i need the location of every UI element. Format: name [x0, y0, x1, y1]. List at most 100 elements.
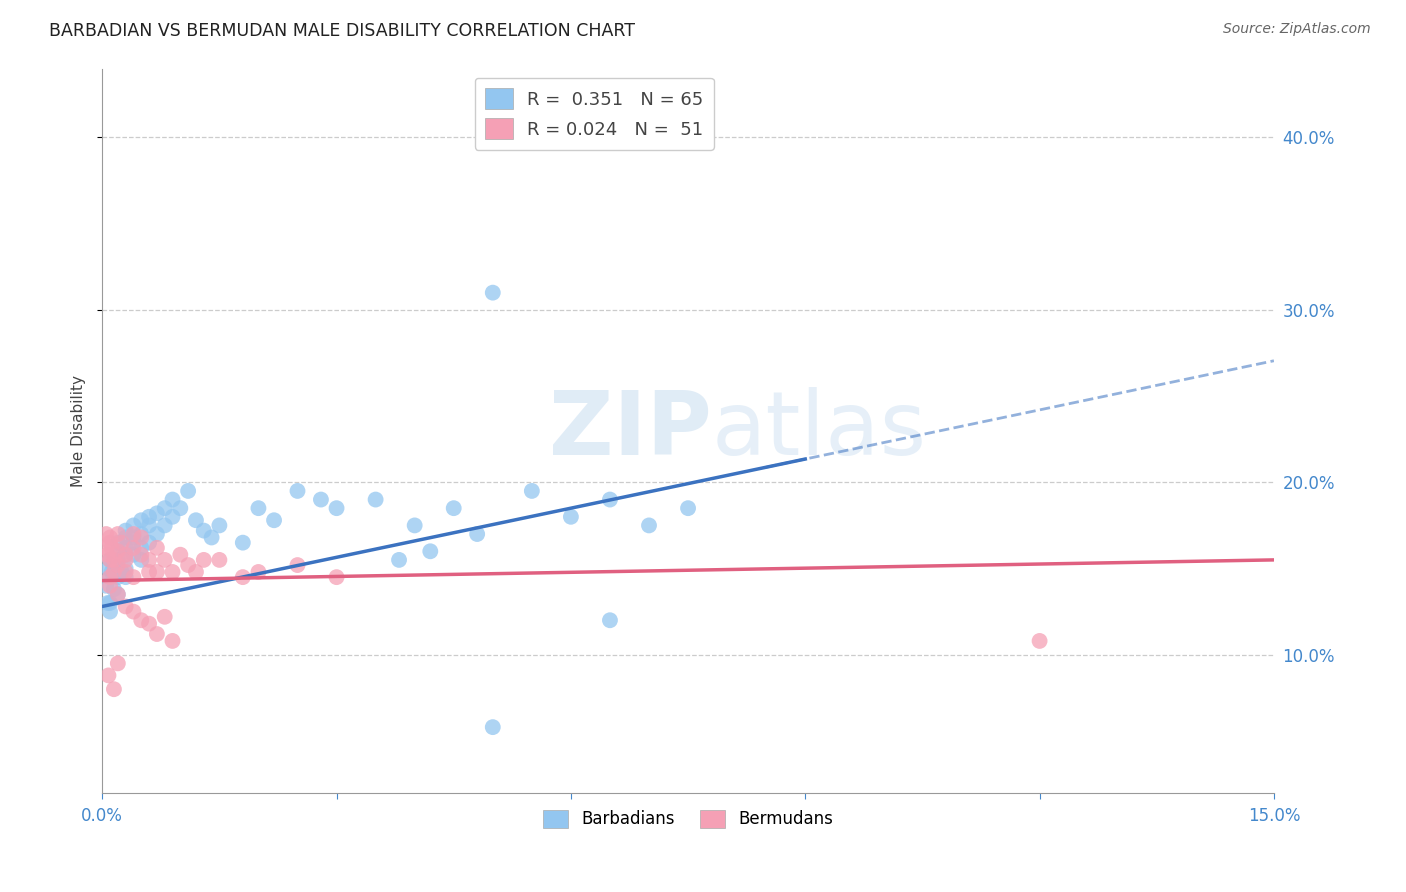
Point [146, 506, 169, 520]
Point [114, 553, 136, 567]
Point [481, 720, 503, 734]
Point [129, 527, 152, 541]
Point [404, 518, 426, 533]
Point [162, 565, 184, 579]
Point [153, 609, 176, 624]
Point [107, 527, 129, 541]
Point [97, 596, 120, 610]
Point [169, 501, 191, 516]
Text: atlas: atlas [711, 387, 927, 474]
Point [97, 668, 120, 682]
Point [129, 531, 152, 545]
Point [98, 535, 121, 549]
Point [138, 518, 160, 533]
Point [114, 570, 136, 584]
Point [103, 682, 125, 697]
Text: ZIP: ZIP [548, 387, 711, 474]
Point [100, 565, 122, 579]
Point [153, 518, 176, 533]
Point [122, 518, 145, 533]
Point [676, 501, 699, 516]
Point [114, 548, 136, 562]
Point [129, 553, 152, 567]
Point [100, 541, 122, 555]
Point [122, 570, 145, 584]
Point [325, 501, 347, 516]
Point [208, 518, 231, 533]
Point [153, 501, 176, 516]
Point [98, 570, 121, 584]
Point [325, 570, 347, 584]
Point [146, 527, 169, 541]
Point [287, 483, 309, 498]
Point [129, 548, 152, 562]
Point [94, 541, 117, 555]
Point [153, 553, 176, 567]
Point [560, 509, 582, 524]
Point [419, 544, 441, 558]
Point [129, 513, 152, 527]
Point [520, 483, 543, 498]
Point [114, 524, 136, 538]
Point [287, 558, 309, 572]
Point [200, 531, 222, 545]
Point [114, 565, 136, 579]
Point [146, 565, 169, 579]
Text: Source: ZipAtlas.com: Source: ZipAtlas.com [1223, 22, 1371, 37]
Y-axis label: Male Disability: Male Disability [72, 375, 86, 487]
Point [103, 553, 125, 567]
Point [107, 535, 129, 549]
Point [97, 548, 120, 562]
Point [193, 524, 215, 538]
Point [94, 579, 117, 593]
Point [122, 605, 145, 619]
Point [138, 616, 160, 631]
Point [94, 527, 117, 541]
Point [107, 587, 129, 601]
Point [114, 531, 136, 545]
Point [162, 509, 184, 524]
Point [247, 501, 270, 516]
Point [122, 527, 145, 541]
Point [98, 553, 121, 567]
Point [184, 513, 207, 527]
Point [465, 527, 488, 541]
Point [107, 587, 129, 601]
Point [138, 535, 160, 549]
Point [107, 558, 129, 572]
Point [599, 492, 621, 507]
Point [443, 501, 465, 516]
Point [1028, 634, 1050, 648]
Text: BARBADIAN VS BERMUDAN MALE DISABILITY CORRELATION CHART: BARBADIAN VS BERMUDAN MALE DISABILITY CO… [49, 22, 636, 40]
Point [388, 553, 411, 567]
Point [169, 548, 191, 562]
Point [122, 531, 145, 545]
Point [146, 541, 169, 555]
Point [111, 535, 134, 549]
Point [98, 531, 121, 545]
Point [232, 535, 254, 549]
Point [177, 558, 200, 572]
Point [98, 553, 121, 567]
Point [114, 548, 136, 562]
Point [364, 492, 387, 507]
Point [107, 553, 129, 567]
Point [114, 541, 136, 555]
Point [114, 599, 136, 614]
Point [129, 613, 152, 627]
Point [122, 548, 145, 562]
Point [114, 561, 136, 575]
Point [122, 541, 145, 555]
Point [481, 285, 503, 300]
Point [97, 561, 120, 575]
Point [309, 492, 332, 507]
Point [129, 541, 152, 555]
Point [107, 544, 129, 558]
Point [111, 565, 134, 579]
Point [162, 492, 184, 507]
Point [162, 634, 184, 648]
Point [98, 605, 121, 619]
Point [599, 613, 621, 627]
Point [107, 657, 129, 671]
Point [232, 570, 254, 584]
